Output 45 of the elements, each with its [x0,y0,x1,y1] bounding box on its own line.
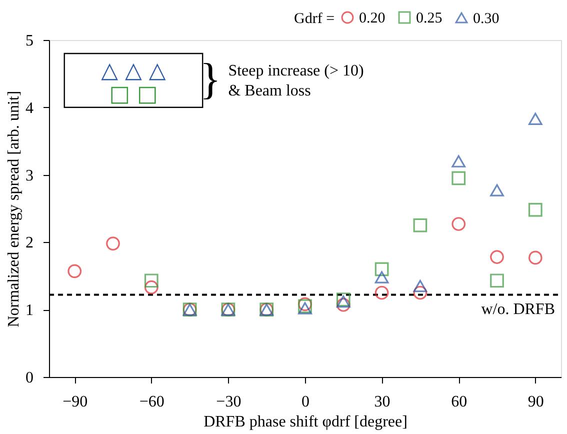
point [413,286,428,300]
y-tick-label: 4 [26,100,34,117]
point [413,280,428,292]
x-tick-label: 60 [451,394,468,410]
point [144,274,158,288]
annotation: Steep increase (> 10) & Beam loss [228,62,364,100]
point [490,184,504,196]
x-tick-label: 30 [374,394,390,410]
point [490,274,504,288]
point [68,264,82,278]
point [298,302,312,314]
legend-label: 0.20 [359,10,386,27]
y-tick-label: 0 [26,370,34,386]
x-tick-label: 90 [528,394,544,410]
x-tick-label: 0 [302,394,310,410]
annotation: □ □ [109,82,158,107]
point [374,262,389,276]
point [413,218,428,232]
x-tick-label: −30 [216,394,242,410]
ref-line-label: w/o. DRFB [481,300,555,318]
legend-label: 0.30 [473,10,500,27]
point [336,295,350,308]
point [106,236,120,250]
legend-label: 0.25 [416,10,442,27]
x-tick-label: −60 [139,394,164,410]
point [144,280,158,294]
y-tick-label: 3 [26,167,34,184]
point [490,250,504,264]
point [528,112,542,125]
point [528,250,542,265]
point [452,217,466,231]
y-axis-title: Normalized energy spread [arb. unit] [6,90,22,328]
point [374,271,389,284]
annotation: △ △ △ [101,58,166,84]
legend-title: Gdrf = [294,11,335,27]
x-tick-label: −90 [62,394,88,410]
x-axis-title: DRFB phase shift φdrf [degree] [204,414,408,430]
annotation: } [200,54,221,104]
point [374,286,389,300]
y-tick-label: 1 [26,302,34,320]
point [452,155,466,168]
point [528,202,542,217]
y-tick-label: 5 [26,32,34,50]
y-tick-label: 2 [26,234,34,252]
point [452,171,466,186]
